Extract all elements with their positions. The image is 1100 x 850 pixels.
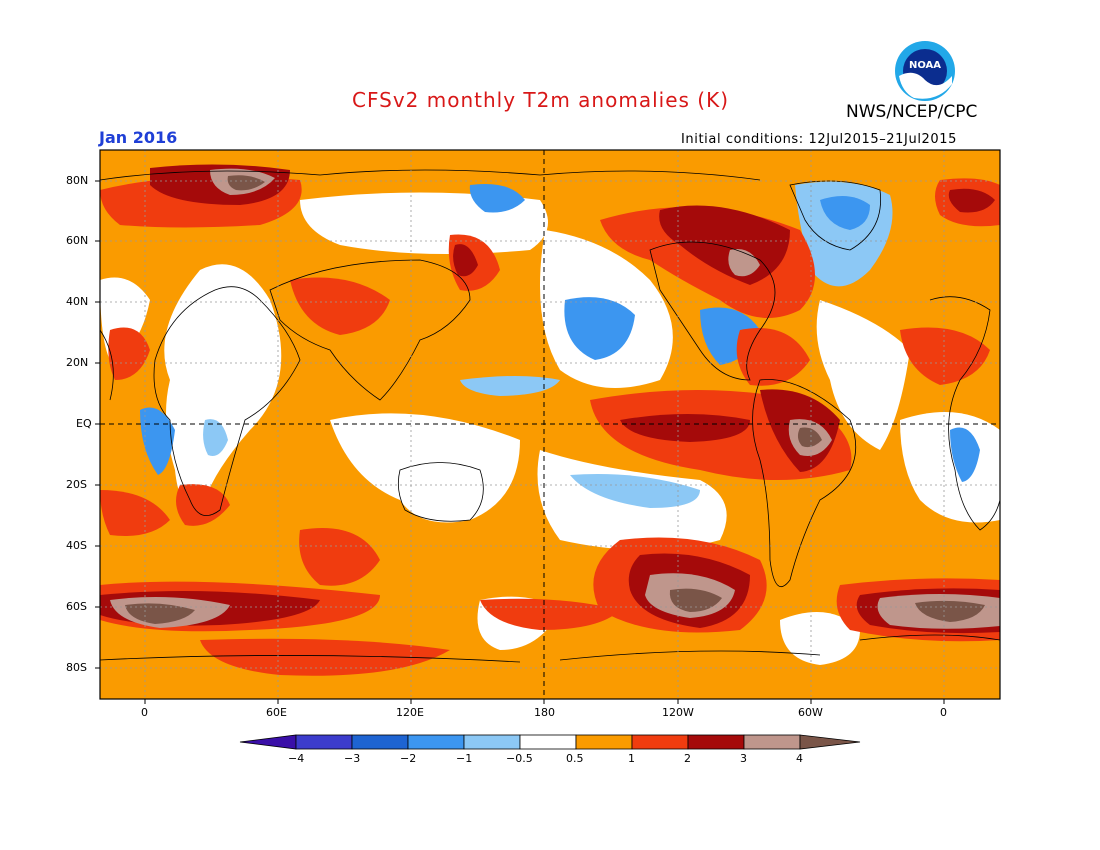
colorbar-label-minus05: −0.5 [506, 752, 533, 765]
lon-label-0: 0 [141, 706, 148, 719]
month-label: Jan 2016 [99, 128, 178, 147]
colorbar-label-minus4: −4 [288, 752, 305, 765]
initial-conditions: Initial conditions: 12Jul2015–21Jul2015 [681, 132, 958, 147]
lat-label-40s: 40S [66, 539, 87, 552]
lat-label-60s: 60S [66, 600, 87, 613]
lat-label-20s: 20S [66, 478, 87, 491]
grid-lines [100, 150, 1000, 699]
lat-label-80s: 80S [66, 661, 87, 674]
colorbar [239, 734, 861, 750]
lat-label-40n: 40N [66, 295, 89, 308]
lon-label-120w: 120W [662, 706, 694, 719]
lon-label-120e: 120E [396, 706, 424, 719]
lat-label-60n: 60N [66, 234, 89, 247]
colorbar-left-arrow [239, 734, 297, 750]
lat-label-80n: 80N [66, 174, 89, 187]
lat-label-eq: EQ [76, 417, 92, 430]
lon-label-60e: 60E [266, 706, 287, 719]
noaa-logo: NOAA [895, 41, 955, 101]
axis-ticks [95, 180, 945, 704]
colorbar-label-1: 1 [628, 752, 635, 765]
colorbar-right-arrow [799, 734, 861, 750]
colorbar-label-minus2: −2 [400, 752, 417, 765]
lon-label-180: 180 [534, 706, 555, 719]
colorbar-label-4: 4 [796, 752, 803, 765]
lon-label-0-right: 0 [940, 706, 947, 719]
lon-label-60w: 60W [798, 706, 823, 719]
lat-label-20n: 20N [66, 356, 89, 369]
colorbar-label-minus3: −3 [344, 752, 361, 765]
logo-text: NOAA [909, 60, 941, 71]
chart-title: CFSv2 monthly T2m anomalies (K) [352, 88, 729, 112]
colorbar-label-05: 0.5 [566, 752, 584, 765]
colorbar-label-2: 2 [684, 752, 691, 765]
agency-label: NWS/NCEP/CPC [846, 102, 978, 122]
anomaly-field [100, 150, 1000, 699]
colorbar-label-minus1: −1 [456, 752, 473, 765]
colorbar-label-3: 3 [740, 752, 747, 765]
